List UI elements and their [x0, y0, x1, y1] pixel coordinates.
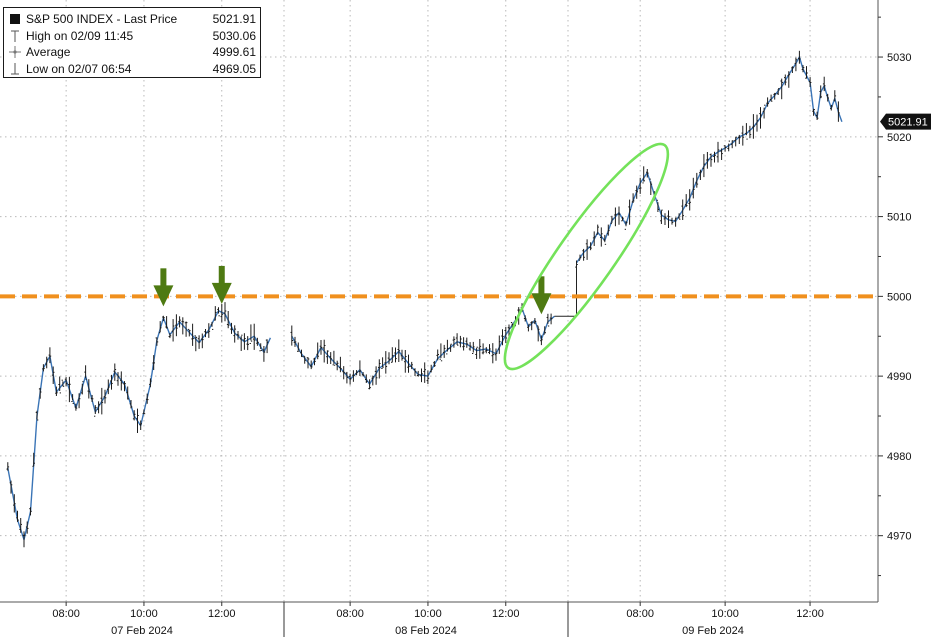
last-price-badge: [880, 113, 931, 130]
x-tick-label: 10:00: [711, 608, 739, 620]
x-tick-label: 12:00: [208, 608, 236, 620]
legend-label: S&P 500 INDEX - Last Price: [26, 12, 178, 27]
annotation-layer: [153, 142, 670, 371]
price-layer: [6, 50, 843, 548]
low-marker-icon: [8, 62, 22, 75]
y-tick-label: 5000: [887, 291, 911, 303]
arrow-shaft: [160, 268, 167, 287]
arrow-shaft: [538, 276, 545, 295]
last-price-label: 5021.91: [888, 117, 928, 129]
arrow-head: [211, 282, 232, 304]
x-tick-label: 08:00: [52, 608, 80, 620]
y-tick-label: 5020: [887, 132, 911, 144]
average-marker-icon: [8, 46, 22, 59]
breakout-ellipse: [503, 142, 670, 371]
x-tick-label: 08:00: [336, 608, 364, 620]
x-tick-label: 10:00: [414, 608, 442, 620]
legend-entry-last-price: S&P 500 INDEX - Last Price 5021.91: [8, 11, 256, 28]
x-tick-label: 12:00: [492, 608, 520, 620]
legend-value: 5021.91: [212, 12, 256, 27]
down-arrow-icon: [211, 265, 232, 304]
x-date-label: 07 Feb 2024: [111, 625, 173, 637]
legend-label: Low on 02/07 06:54: [26, 61, 132, 76]
chart-legend: S&P 500 INDEX - Last Price 5021.91 High …: [3, 7, 261, 78]
black-square-icon: [8, 14, 22, 25]
arrow-shaft: [218, 265, 225, 284]
arrow-head: [153, 285, 174, 307]
x-date-label: 09 Feb 2024: [682, 625, 744, 637]
x-tick-label: 10:00: [130, 608, 158, 620]
y-tick-label: 5010: [887, 212, 911, 224]
y-tick-label: 4970: [887, 531, 911, 543]
price-line-08-feb-2024: [291, 307, 555, 385]
arrow-head: [531, 293, 552, 315]
price-line-09-feb-2024: [575, 56, 843, 264]
y-tick-label: 4980: [887, 451, 911, 463]
legend-value: 4969.05: [212, 61, 256, 76]
high-marker-icon: [8, 30, 22, 42]
legend-entry-average: Average 4999.61: [8, 44, 256, 61]
legend-entry-high: High on 02/09 11:45 5030.06: [8, 28, 256, 45]
grid-layer: [0, 0, 878, 602]
legend-value: 4999.61: [212, 45, 256, 60]
x-date-label: 08 Feb 2024: [395, 625, 457, 637]
y-tick-label: 4990: [887, 371, 911, 383]
legend-value: 5030.06: [212, 28, 256, 43]
x-tick-label: 08:00: [626, 608, 654, 620]
price-line-07-feb-2024: [7, 310, 272, 541]
down-arrow-icon: [531, 276, 552, 315]
legend-entry-low: Low on 02/07 06:54 4969.05: [8, 61, 256, 78]
x-tick-label: 12:00: [796, 608, 824, 620]
legend-label: High on 02/09 11:45: [26, 28, 134, 43]
session-gap-line: [554, 262, 577, 317]
y-tick-label: 5030: [887, 52, 911, 64]
down-arrow-icon: [153, 268, 174, 307]
legend-label: Average: [26, 45, 71, 60]
